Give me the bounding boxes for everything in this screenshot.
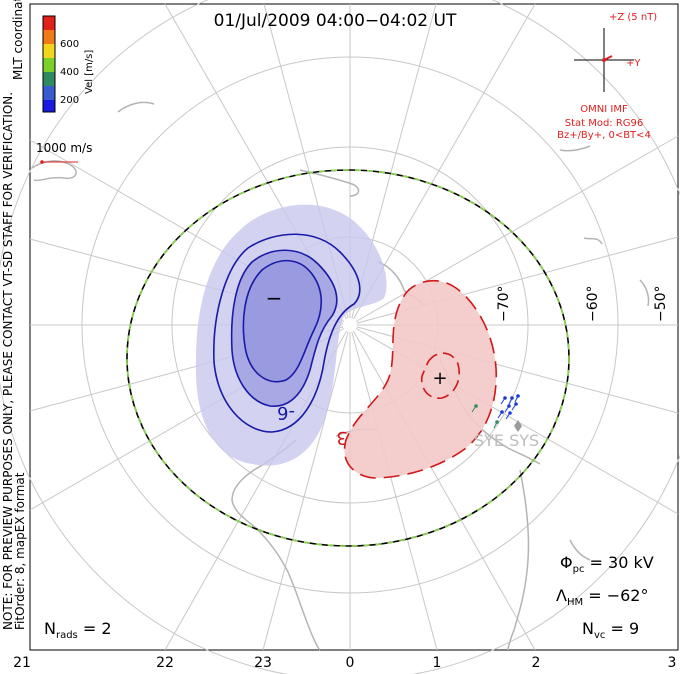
fit-order-info: FitOrder: 8, mapEX format [13,472,27,630]
negative-contour-label: -6 [277,402,295,423]
station-marker-icon [514,420,522,432]
plot-frame [29,3,679,651]
positive-contour-label: 3 [336,427,347,448]
mlt-label-22: 22 [156,655,174,671]
positive-potential-max-marker: + [432,368,447,389]
imf-z-label: +Z (5 nT) [609,12,657,23]
phi-pc-value: 30 kV [608,553,654,572]
colorbar-label: Vel [m/s] [84,50,95,94]
mlt-label-21: 21 [13,655,31,671]
colorbar-tick-200: 200 [60,95,79,106]
n-vc-value: 9 [629,619,639,638]
colorbar-tick-400: 400 [60,67,79,78]
negative-cell-contour-2 [213,233,361,433]
latitude-label-70: −70° [496,285,512,322]
map-statistics: Φpc = 30 kV ΛHM = −62° Nvc = 9 Nrads = 2 [44,553,654,641]
lambda-hm-value: −62° [607,586,649,605]
positive-convection-cell: + 3 [336,279,498,479]
positive-cell-outline [343,279,498,479]
station-label: SYE SYS [474,431,539,450]
mlt-label-2: 2 [532,655,541,671]
mlt-axis-labels: 21 22 23 0 1 2 3 [13,655,676,671]
latitude-label-50: −50° [653,285,669,322]
imf-model-line2: Bz+/By+, 0<BT<4 [557,130,651,141]
phi-pc-stat: Φpc = 30 kV [560,553,654,575]
coordinates-label: MLT coordinates [11,0,25,80]
imf-source: OMNI IMF [580,104,628,115]
positive-cell-inner-contour [420,352,460,399]
pole-marker [343,318,357,332]
colorbar-tick-600: 600 [60,39,79,50]
heppner-maynard-boundary-dash [126,169,570,547]
n-rads-stat: Nrads = 2 [44,619,112,641]
mlt-label-1: 1 [433,655,442,671]
negative-potential-min-marker: − [266,286,283,310]
negative-convection-cell: − -6 [195,204,387,466]
imf-model-line1: Stat Mod: RG96 [565,118,644,129]
preview-notice: NOTE: FOR PREVIEW PURPOSES ONLY, PLEASE … [1,92,15,630]
mlt-label-0: 0 [346,655,355,671]
map-title: 01/Jul/2009 04:00−04:02 UT [214,11,457,31]
lambda-hm-stat: ΛHM = −62° [556,586,648,608]
n-vc-stat: Nvc = 9 [582,619,639,641]
negative-cell-contour-4 [242,259,323,383]
velocity-colorbar: 600 400 200 Vel [m/s] [42,15,95,113]
n-rads-value: 2 [101,619,111,638]
velocity-vectors [471,394,520,429]
reference-vector-label: 1000 m/s [36,141,92,155]
mlt-label-23: 23 [254,655,272,671]
positive-cell-contour [344,280,497,478]
imf-y-label: +Y [626,58,641,69]
mlt-label-3: 3 [668,655,677,671]
imf-clock: +Z (5 nT) +Y OMNI IMF Stat Mod: RG96 Bz+… [557,12,657,141]
latitude-label-60: −60° [585,285,601,322]
coastlines [31,101,650,651]
